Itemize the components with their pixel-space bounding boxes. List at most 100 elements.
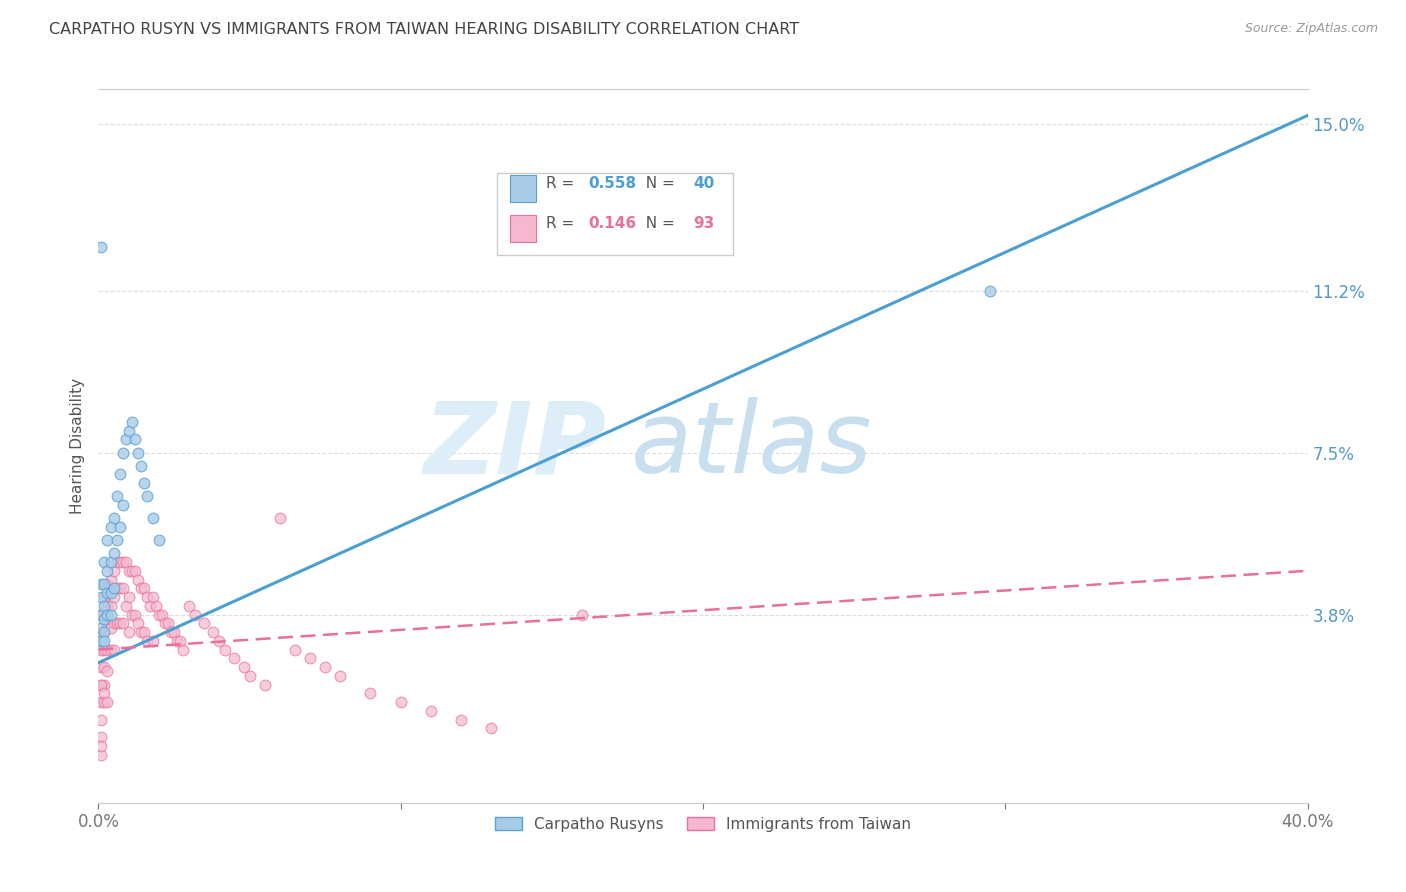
Point <box>103 564 125 578</box>
Text: Source: ZipAtlas.com: Source: ZipAtlas.com <box>1244 22 1378 36</box>
Point <box>571 607 593 622</box>
Point <box>269 511 291 525</box>
Point <box>132 582 155 596</box>
Point <box>153 616 176 631</box>
Point <box>93 612 115 626</box>
Point <box>90 633 112 648</box>
Point <box>135 489 157 503</box>
Point <box>90 642 112 657</box>
Point <box>118 564 141 578</box>
Point <box>93 660 115 674</box>
Point <box>96 577 118 591</box>
Point <box>105 555 128 569</box>
Point <box>93 677 115 691</box>
Point <box>121 415 143 429</box>
Point <box>90 695 112 709</box>
Point <box>142 590 165 604</box>
Point <box>121 607 143 622</box>
Point <box>127 616 149 631</box>
Point <box>124 607 146 622</box>
Y-axis label: Hearing Disability: Hearing Disability <box>69 378 84 514</box>
Point <box>118 590 141 604</box>
Point <box>160 625 183 640</box>
Point <box>108 520 131 534</box>
Point <box>90 713 112 727</box>
Text: 0.146: 0.146 <box>588 216 637 231</box>
Point <box>114 555 136 569</box>
Point <box>100 573 122 587</box>
Point <box>90 739 112 753</box>
Point <box>105 533 128 548</box>
Text: atlas: atlas <box>630 398 872 494</box>
Bar <box>509 175 536 202</box>
Point <box>105 616 128 631</box>
Point <box>93 577 115 591</box>
Point <box>129 582 152 596</box>
Point <box>108 616 131 631</box>
Point <box>100 555 122 569</box>
Point <box>96 695 118 709</box>
Point <box>121 564 143 578</box>
Point <box>129 458 152 473</box>
Point <box>299 651 322 665</box>
Point <box>108 555 131 569</box>
Point <box>132 625 155 640</box>
Point <box>150 607 173 622</box>
Point <box>208 633 231 648</box>
Point <box>184 607 207 622</box>
Point <box>103 582 125 596</box>
Point <box>142 511 165 525</box>
Legend: Carpatho Rusyns, Immigrants from Taiwan: Carpatho Rusyns, Immigrants from Taiwan <box>488 811 918 838</box>
Point <box>103 546 125 560</box>
Point <box>93 686 115 700</box>
Text: CARPATHO RUSYN VS IMMIGRANTS FROM TAIWAN HEARING DISABILITY CORRELATION CHART: CARPATHO RUSYN VS IMMIGRANTS FROM TAIWAN… <box>49 22 800 37</box>
Point <box>103 616 125 631</box>
Point <box>420 704 443 718</box>
Point <box>127 573 149 587</box>
Point <box>481 722 503 736</box>
FancyBboxPatch shape <box>498 173 734 255</box>
Point <box>124 433 146 447</box>
Point <box>100 621 122 635</box>
Point <box>169 633 191 648</box>
Text: R =: R = <box>546 216 579 231</box>
Text: R =: R = <box>546 176 579 191</box>
Point <box>118 424 141 438</box>
Point <box>96 599 118 613</box>
Point <box>389 695 412 709</box>
Point <box>90 730 112 744</box>
Point <box>135 590 157 604</box>
Text: ZIP: ZIP <box>423 398 606 494</box>
Point <box>103 642 125 657</box>
Point <box>135 633 157 648</box>
Bar <box>509 215 536 243</box>
Point <box>111 445 134 459</box>
Point <box>100 599 122 613</box>
Point <box>148 533 170 548</box>
Point <box>93 642 115 657</box>
Point <box>156 616 179 631</box>
Point <box>329 669 352 683</box>
Point <box>232 660 254 674</box>
Text: 0.558: 0.558 <box>588 176 637 191</box>
Point <box>111 555 134 569</box>
Point <box>93 695 115 709</box>
Point <box>90 240 112 254</box>
Point <box>96 585 118 599</box>
Point <box>100 520 122 534</box>
Point <box>239 669 262 683</box>
Point <box>90 677 112 691</box>
Point <box>90 625 112 640</box>
Point <box>90 660 112 674</box>
Point <box>93 590 115 604</box>
Point <box>172 642 194 657</box>
Point <box>193 616 215 631</box>
Point <box>100 642 122 657</box>
Point <box>314 660 336 674</box>
Point <box>111 582 134 596</box>
Point <box>90 621 112 635</box>
Point <box>96 616 118 631</box>
Point <box>96 533 118 548</box>
Point <box>90 607 112 622</box>
Point <box>114 433 136 447</box>
